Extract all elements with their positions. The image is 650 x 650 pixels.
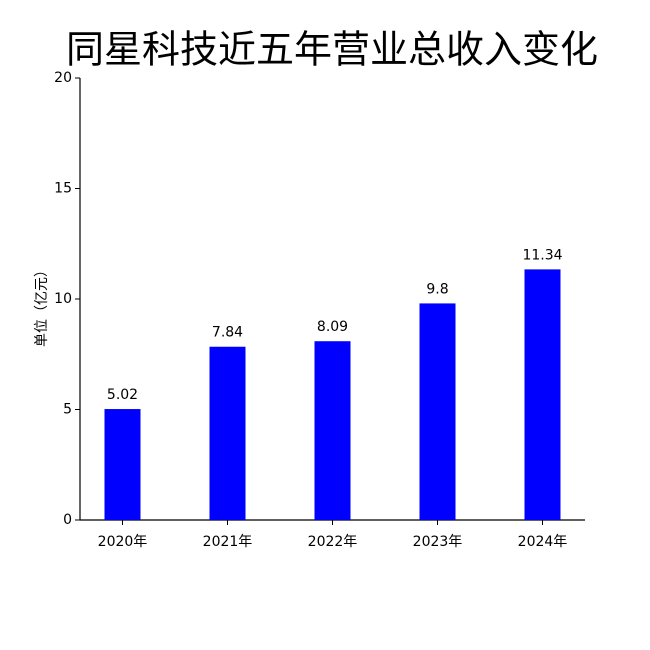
y-axis-label: 单位（亿元） — [34, 263, 50, 347]
bar — [314, 341, 351, 520]
value-label: 11.34 — [522, 247, 562, 263]
x-tick-label: 2024年 — [518, 534, 568, 550]
bar — [524, 269, 561, 520]
x-tick-label: 2023年 — [413, 534, 463, 550]
value-label: 7.84 — [212, 325, 243, 341]
y-tick-label: 15 — [54, 181, 72, 197]
value-label: 9.8 — [426, 281, 448, 297]
bar — [209, 346, 246, 520]
bar — [419, 303, 456, 520]
y-tick-label: 0 — [63, 512, 72, 528]
bar — [104, 409, 141, 520]
chart-title: 同星科技近五年营业总收入变化 — [66, 28, 598, 72]
x-tick-label: 2020年 — [98, 534, 148, 550]
value-label: 5.02 — [107, 387, 138, 403]
y-tick-label: 10 — [54, 291, 72, 307]
x-tick-label: 2022年 — [308, 534, 358, 550]
x-tick-label: 2021年 — [203, 534, 253, 550]
y-tick-label: 5 — [63, 402, 72, 418]
value-label: 8.09 — [317, 319, 348, 335]
y-tick-label: 20 — [54, 70, 72, 86]
